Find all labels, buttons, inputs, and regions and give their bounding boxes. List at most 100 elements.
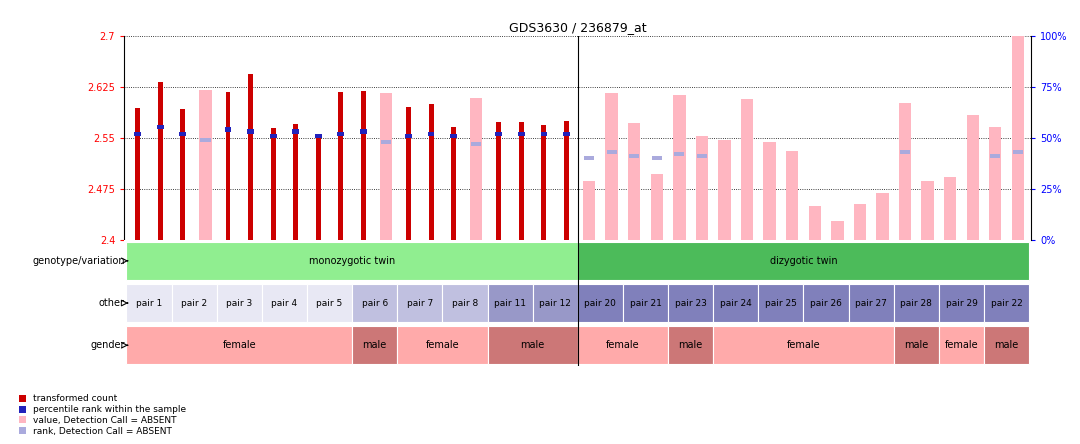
Bar bbox=[894, 284, 939, 322]
Text: pair 24: pair 24 bbox=[720, 298, 752, 308]
Text: male: male bbox=[363, 340, 387, 350]
Bar bbox=[487, 284, 532, 322]
Bar bbox=[849, 284, 894, 322]
Text: pair 11: pair 11 bbox=[494, 298, 526, 308]
Text: male: male bbox=[521, 340, 544, 350]
Text: pair 20: pair 20 bbox=[584, 298, 617, 308]
Bar bbox=[939, 284, 984, 322]
Text: pair 25: pair 25 bbox=[765, 298, 797, 308]
Bar bbox=[135, 108, 140, 240]
Bar bbox=[876, 194, 889, 240]
Bar bbox=[578, 242, 1029, 280]
Bar bbox=[650, 174, 663, 240]
Bar bbox=[405, 134, 411, 138]
Bar bbox=[984, 284, 1029, 322]
Text: pair 23: pair 23 bbox=[675, 298, 706, 308]
Bar bbox=[270, 134, 276, 138]
Bar bbox=[651, 156, 662, 160]
Bar bbox=[126, 284, 172, 322]
Bar bbox=[564, 121, 569, 240]
Bar bbox=[713, 284, 758, 322]
Bar bbox=[713, 326, 894, 364]
Text: pair 22: pair 22 bbox=[990, 298, 1023, 308]
Bar bbox=[989, 127, 1001, 240]
Bar bbox=[397, 326, 487, 364]
Bar bbox=[786, 151, 798, 240]
Bar bbox=[201, 138, 211, 142]
Bar bbox=[674, 152, 685, 156]
Bar bbox=[248, 74, 253, 240]
Bar bbox=[428, 131, 434, 135]
Bar bbox=[157, 125, 164, 130]
Text: pair 7: pair 7 bbox=[407, 298, 433, 308]
Bar bbox=[315, 134, 321, 240]
Legend: transformed count, percentile rank within the sample, value, Detection Call = AB: transformed count, percentile rank withi… bbox=[15, 391, 190, 440]
Bar bbox=[606, 93, 618, 240]
Text: pair 8: pair 8 bbox=[451, 298, 478, 308]
Text: female: female bbox=[786, 340, 821, 350]
Bar bbox=[126, 326, 352, 364]
Text: pair 29: pair 29 bbox=[945, 298, 977, 308]
Bar bbox=[381, 140, 391, 144]
Bar bbox=[741, 99, 753, 240]
Bar bbox=[429, 103, 433, 240]
Text: male: male bbox=[678, 340, 703, 350]
Bar bbox=[380, 93, 392, 240]
Bar bbox=[450, 134, 457, 138]
Text: monozygotic twin: monozygotic twin bbox=[309, 256, 395, 266]
Bar bbox=[134, 131, 141, 135]
Bar bbox=[217, 284, 261, 322]
Bar bbox=[225, 127, 231, 131]
Text: pair 4: pair 4 bbox=[271, 298, 297, 308]
Bar bbox=[518, 122, 524, 240]
Text: pair 27: pair 27 bbox=[855, 298, 887, 308]
Bar bbox=[271, 128, 275, 240]
Text: male: male bbox=[904, 340, 929, 350]
Text: pair 6: pair 6 bbox=[362, 298, 388, 308]
Bar bbox=[180, 109, 186, 240]
Bar bbox=[697, 154, 707, 158]
Text: pair 1: pair 1 bbox=[136, 298, 162, 308]
Bar bbox=[487, 326, 578, 364]
Bar bbox=[853, 204, 866, 240]
Bar bbox=[518, 131, 525, 135]
Bar bbox=[532, 284, 578, 322]
Text: pair 2: pair 2 bbox=[181, 298, 207, 308]
Bar bbox=[315, 134, 322, 138]
Bar bbox=[337, 131, 345, 135]
Text: dizygotic twin: dizygotic twin bbox=[770, 256, 837, 266]
Bar bbox=[900, 150, 910, 154]
Bar bbox=[944, 177, 957, 240]
Text: pair 12: pair 12 bbox=[539, 298, 571, 308]
Bar bbox=[669, 284, 713, 322]
Bar bbox=[541, 131, 548, 135]
Bar bbox=[226, 92, 230, 240]
Bar bbox=[718, 140, 731, 240]
Bar bbox=[497, 122, 501, 240]
Text: female: female bbox=[222, 340, 256, 350]
Text: pair 26: pair 26 bbox=[810, 298, 842, 308]
Bar bbox=[804, 284, 849, 322]
Bar bbox=[397, 284, 443, 322]
Bar bbox=[578, 326, 669, 364]
Text: female: female bbox=[606, 340, 639, 350]
Bar bbox=[563, 131, 570, 135]
Bar bbox=[496, 131, 502, 135]
Text: pair 3: pair 3 bbox=[226, 298, 253, 308]
Bar bbox=[294, 124, 298, 240]
Text: genotype/variation: genotype/variation bbox=[32, 256, 124, 266]
Bar bbox=[630, 154, 639, 158]
Bar bbox=[627, 123, 640, 240]
Bar bbox=[451, 127, 456, 240]
Bar bbox=[158, 82, 163, 240]
Bar bbox=[899, 103, 912, 240]
Bar bbox=[1013, 150, 1023, 154]
Bar bbox=[696, 135, 708, 240]
Text: other: other bbox=[98, 298, 124, 308]
Text: female: female bbox=[945, 340, 978, 350]
Bar bbox=[179, 131, 186, 135]
Bar bbox=[470, 98, 483, 240]
Bar bbox=[921, 181, 934, 240]
Bar bbox=[764, 142, 775, 240]
Bar bbox=[583, 181, 595, 240]
